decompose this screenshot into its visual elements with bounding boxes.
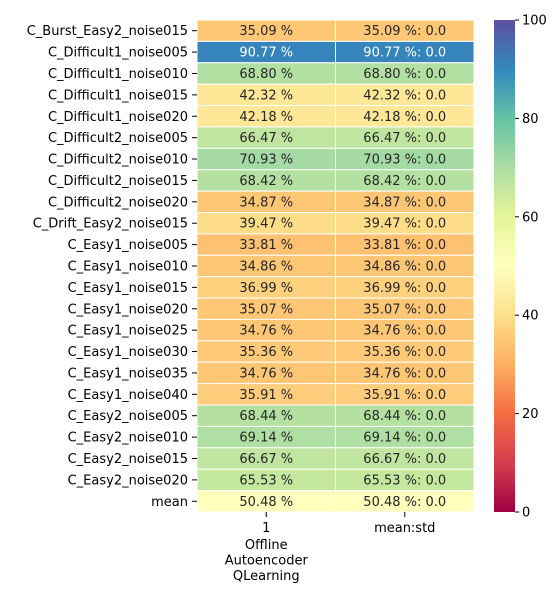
row-label: C_Difficult2_noise005 — [48, 131, 188, 146]
row-label: C_Easy1_noise025 — [68, 324, 188, 339]
cell-value-label: 35.09 % — [239, 24, 293, 39]
cell-value-label: 34.86 % — [239, 259, 293, 274]
column-label: mean:std — [374, 521, 435, 536]
cell-value-label: 39.47 % — [239, 217, 293, 232]
row-label: C_Easy1_noise010 — [68, 259, 188, 274]
row-label: C_Easy2_noise020 — [68, 473, 188, 488]
cell-value-label: 34.87 % — [239, 195, 293, 210]
row-label: C_Easy1_noise040 — [68, 388, 188, 403]
cell-value-label: 50.48 % — [239, 495, 293, 510]
cell-value-label: 65.53 %: 0.0 — [363, 473, 446, 488]
row-label: C_Easy2_noise005 — [68, 409, 188, 424]
cell-value-label: 35.36 %: 0.0 — [363, 345, 446, 360]
cell-value-label: 33.81 % — [239, 238, 293, 253]
cell-value-label: 35.09 %: 0.0 — [363, 24, 446, 39]
cell-value-label: 35.07 %: 0.0 — [363, 302, 446, 317]
cell-value-label: 34.87 %: 0.0 — [363, 195, 446, 210]
colorbar-gradient — [494, 20, 515, 512]
cell-value-label: 35.91 %: 0.0 — [363, 388, 446, 403]
cell-value-label: 66.47 % — [239, 131, 293, 146]
cell-value-label: 65.53 % — [239, 473, 293, 488]
row-label: C_Easy1_noise035 — [68, 366, 188, 381]
cell-value-label: 68.44 % — [239, 409, 293, 424]
x-group-label-line: Offline — [245, 538, 288, 553]
colorbar-tick-label: 20 — [522, 407, 539, 422]
cell-value-label: 35.91 % — [239, 388, 293, 403]
colorbar-tick-label: 0 — [522, 506, 530, 521]
row-label: C_Drift_Easy2_noise015 — [33, 217, 188, 232]
row-label: C_Difficult1_noise015 — [48, 88, 188, 103]
colorbar-tick-label: 60 — [522, 210, 539, 225]
cell-value-label: 68.80 % — [239, 67, 293, 82]
cell-value-label: 39.47 %: 0.0 — [363, 217, 446, 232]
colorbar-tick-label: 100 — [522, 14, 547, 29]
row-label: C_Difficult2_noise015 — [48, 174, 188, 189]
row-label: C_Easy1_noise020 — [68, 302, 188, 317]
cell-value-label: 90.77 %: 0.0 — [363, 46, 446, 61]
cell-value-label: 34.86 %: 0.0 — [363, 259, 446, 274]
cell-value-label: 42.32 % — [239, 88, 293, 103]
cell-value-label: 70.93 %: 0.0 — [363, 153, 446, 168]
cell-value-label: 36.99 % — [239, 281, 293, 296]
cell-value-label: 68.42 % — [239, 174, 293, 189]
row-label: mean — [151, 495, 188, 510]
cell-value-label: 68.44 %: 0.0 — [363, 409, 446, 424]
cell-value-label: 34.76 % — [239, 366, 293, 381]
cell-value-label: 42.18 %: 0.0 — [363, 110, 446, 125]
cell-value-label: 34.76 %: 0.0 — [363, 366, 446, 381]
heatmap-cells: 35.09 % 35.09 %: 0.0 90.77 % 90.77 %: 0.0 68… — [196, 19, 475, 513]
column-label: 1 — [262, 521, 270, 536]
cell-value-label: 35.07 % — [239, 302, 293, 317]
cell-value-label: 34.76 % — [239, 324, 293, 339]
cell-value-label: 42.32 %: 0.0 — [363, 88, 446, 103]
row-label: C_Difficult1_noise005 — [48, 46, 188, 61]
row-labels: C_Burst_Easy2_noise015 C_Difficult1_noise… — [27, 24, 197, 510]
heatmap-cell — [335, 490, 475, 513]
cell-value-label: 70.93 % — [239, 153, 293, 168]
cell-value-label: 42.18 % — [239, 110, 293, 125]
colorbar-tick-label: 40 — [522, 309, 539, 324]
row-label: C_Easy1_noise015 — [68, 281, 188, 296]
cell-value-label: 66.67 %: 0.0 — [363, 452, 446, 467]
row-label: C_Burst_Easy2_noise015 — [27, 24, 188, 39]
row-label: C_Easy1_noise030 — [68, 345, 188, 360]
cell-value-label: 50.48 %: 0.0 — [363, 495, 446, 510]
row-label: C_Difficult2_noise020 — [48, 195, 188, 210]
row-label: C_Easy1_noise005 — [68, 238, 188, 253]
cell-value-label: 68.42 %: 0.0 — [363, 174, 446, 189]
cell-value-label: 90.77 % — [239, 46, 293, 61]
colorbar-tick-label: 80 — [522, 112, 539, 127]
colorbar: 0 20 40 60 80 100 — [494, 14, 547, 521]
cell-value-label: 66.47 %: 0.0 — [363, 131, 446, 146]
cell-value-label: 35.36 % — [239, 345, 293, 360]
row-label: C_Difficult1_noise010 — [48, 67, 188, 82]
cell-value-label: 69.14 %: 0.0 — [363, 431, 446, 446]
cell-value-label: 66.67 % — [239, 452, 293, 467]
cell-value-label: 69.14 % — [239, 431, 293, 446]
row-label: C_Difficult1_noise020 — [48, 110, 188, 125]
cell-value-label: 33.81 %: 0.0 — [363, 238, 446, 253]
row-label: C_Easy2_noise010 — [68, 431, 188, 446]
cell-value-label: 68.80 %: 0.0 — [363, 67, 446, 82]
row-label: C_Easy2_noise015 — [68, 452, 188, 467]
x-group-label-line: Autoencoder — [225, 553, 309, 568]
cell-value-label: 34.76 %: 0.0 — [363, 324, 446, 339]
row-label: C_Difficult2_noise010 — [48, 153, 188, 168]
cell-value-label: 36.99 %: 0.0 — [363, 281, 446, 296]
x-group-label-line: QLearning — [233, 569, 300, 584]
